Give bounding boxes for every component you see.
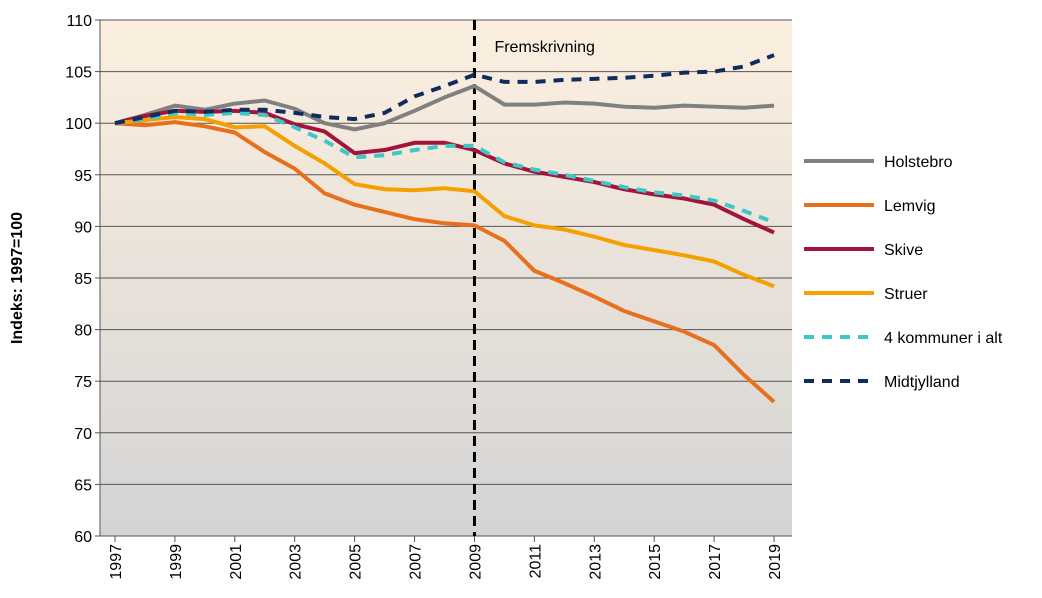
legend-label: 4 kommuner i alt <box>884 330 1003 347</box>
y-tick-label: 65 <box>74 477 92 494</box>
x-tick-label: 2009 <box>467 544 484 580</box>
x-tick-label: 2003 <box>288 544 305 580</box>
x-tick-label: 2015 <box>647 544 664 580</box>
series-line <box>114 120 776 404</box>
y-tick-label: 95 <box>74 168 92 185</box>
series-line <box>114 115 775 289</box>
y-tick-label: 80 <box>74 323 92 340</box>
legend-label: Struer <box>884 286 928 303</box>
x-tick-label: 1999 <box>168 544 185 580</box>
annotation: Fremskrivning <box>494 39 594 56</box>
y-tick-label: 70 <box>74 426 92 443</box>
y-tick-label: 85 <box>74 271 92 288</box>
y-tick-label: 60 <box>74 529 92 546</box>
legend-label: Lemvig <box>884 198 936 215</box>
series-line <box>114 110 775 225</box>
x-tick-label: 1997 <box>108 544 125 580</box>
x-tick-label: 2017 <box>707 544 724 580</box>
series-line <box>114 53 775 126</box>
x-tick-label: 2013 <box>587 544 604 580</box>
legend-label: Midtjylland <box>884 374 960 391</box>
legend-label: Holstebro <box>884 154 953 171</box>
x-tick-label: 2011 <box>527 544 544 579</box>
y-axis-label: Indeks: 1997=100 <box>9 212 26 344</box>
series-line <box>114 84 775 132</box>
x-tick-label: 2005 <box>348 544 365 580</box>
y-tick-label: 110 <box>66 13 92 30</box>
x-tick-label: 2019 <box>767 544 784 580</box>
legend-label: Skive <box>884 242 923 259</box>
y-tick-label: 90 <box>74 219 92 236</box>
y-tick-label: 100 <box>65 116 92 133</box>
y-tick-label: 105 <box>65 65 92 82</box>
x-tick-label: 2001 <box>228 544 245 580</box>
x-tick-label: 2007 <box>408 544 425 580</box>
y-tick-label: 75 <box>74 374 92 391</box>
